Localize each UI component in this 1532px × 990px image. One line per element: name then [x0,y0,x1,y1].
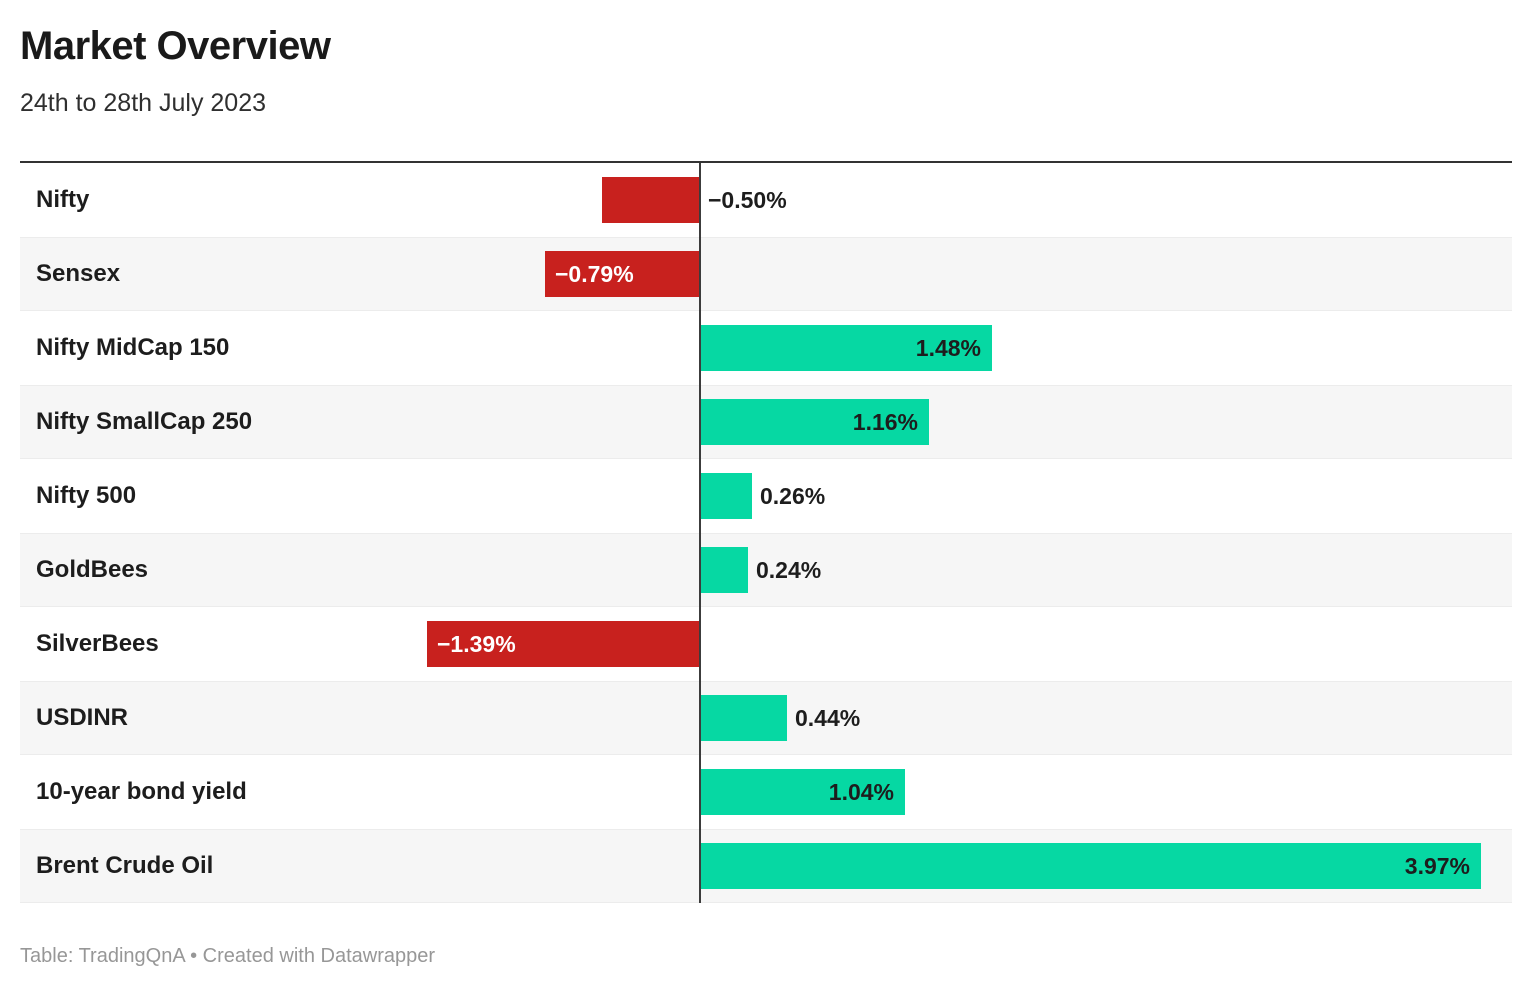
positive-bar [701,399,929,445]
row-label: Nifty 500 [36,482,137,509]
negative-bar [545,251,700,297]
row-label: Brent Crude Oil [36,852,214,879]
table-row: SilverBees −1.39% [20,607,1512,681]
table-row: 10-year bond yield 1.04% [20,755,1512,829]
negative-bar [427,621,700,667]
value-label: 0.44% [795,704,861,731]
value-label: 3.97% [1404,852,1470,879]
row-label: Nifty MidCap 150 [36,334,230,361]
table-row: Sensex −0.79% [20,237,1512,311]
table-row: USDINR 0.44% [20,681,1512,755]
negative-bar [602,177,700,223]
attribution-text: Table: TradingQnA • Created with Datawra… [20,945,435,967]
page-title: Market Overview [20,24,331,68]
chart-header: Market Overview 24th to 28th July 2023 [20,0,1512,163]
positive-bar [701,473,752,519]
bar-table: Nifty −0.50% Sensex −0.79% Nifty MidCap 150 1… [20,163,1512,903]
table-row: Brent Crude Oil 3.97% [20,829,1512,903]
row-label: Sensex [36,260,121,287]
row-label: 10-year bond yield [36,778,247,805]
table-row: Nifty MidCap 150 1.48% [20,311,1512,385]
attribution-footer: Table: TradingQnA • Created with Datawra… [20,945,1512,968]
row-label: Nifty SmallCap 250 [36,408,253,435]
page-subtitle: 24th to 28th July 2023 [20,89,267,117]
value-label: 1.16% [852,408,918,435]
zero-axis-line [699,163,701,903]
table-row: Nifty SmallCap 250 1.16% [20,385,1512,459]
table-row: GoldBees 0.24% [20,533,1512,607]
row-label: USDINR [36,704,129,731]
row-label: SilverBees [36,630,159,657]
value-label: 1.48% [915,334,981,361]
row-label: GoldBees [36,556,149,583]
positive-bar [701,843,1481,889]
positive-bar [701,325,992,371]
value-label: −1.39% [437,630,516,657]
value-label: 0.26% [760,482,826,509]
value-label: −0.50% [708,186,787,213]
table-row: Nifty 500 0.26% [20,459,1512,533]
positive-bar [701,547,748,593]
table-row: Nifty −0.50% [20,163,1512,237]
positive-bar [701,769,905,815]
positive-bar [701,695,787,741]
value-label: −0.79% [555,260,634,287]
value-label: 1.04% [828,778,894,805]
row-label: Nifty [36,186,90,213]
value-label: 0.24% [756,556,822,583]
